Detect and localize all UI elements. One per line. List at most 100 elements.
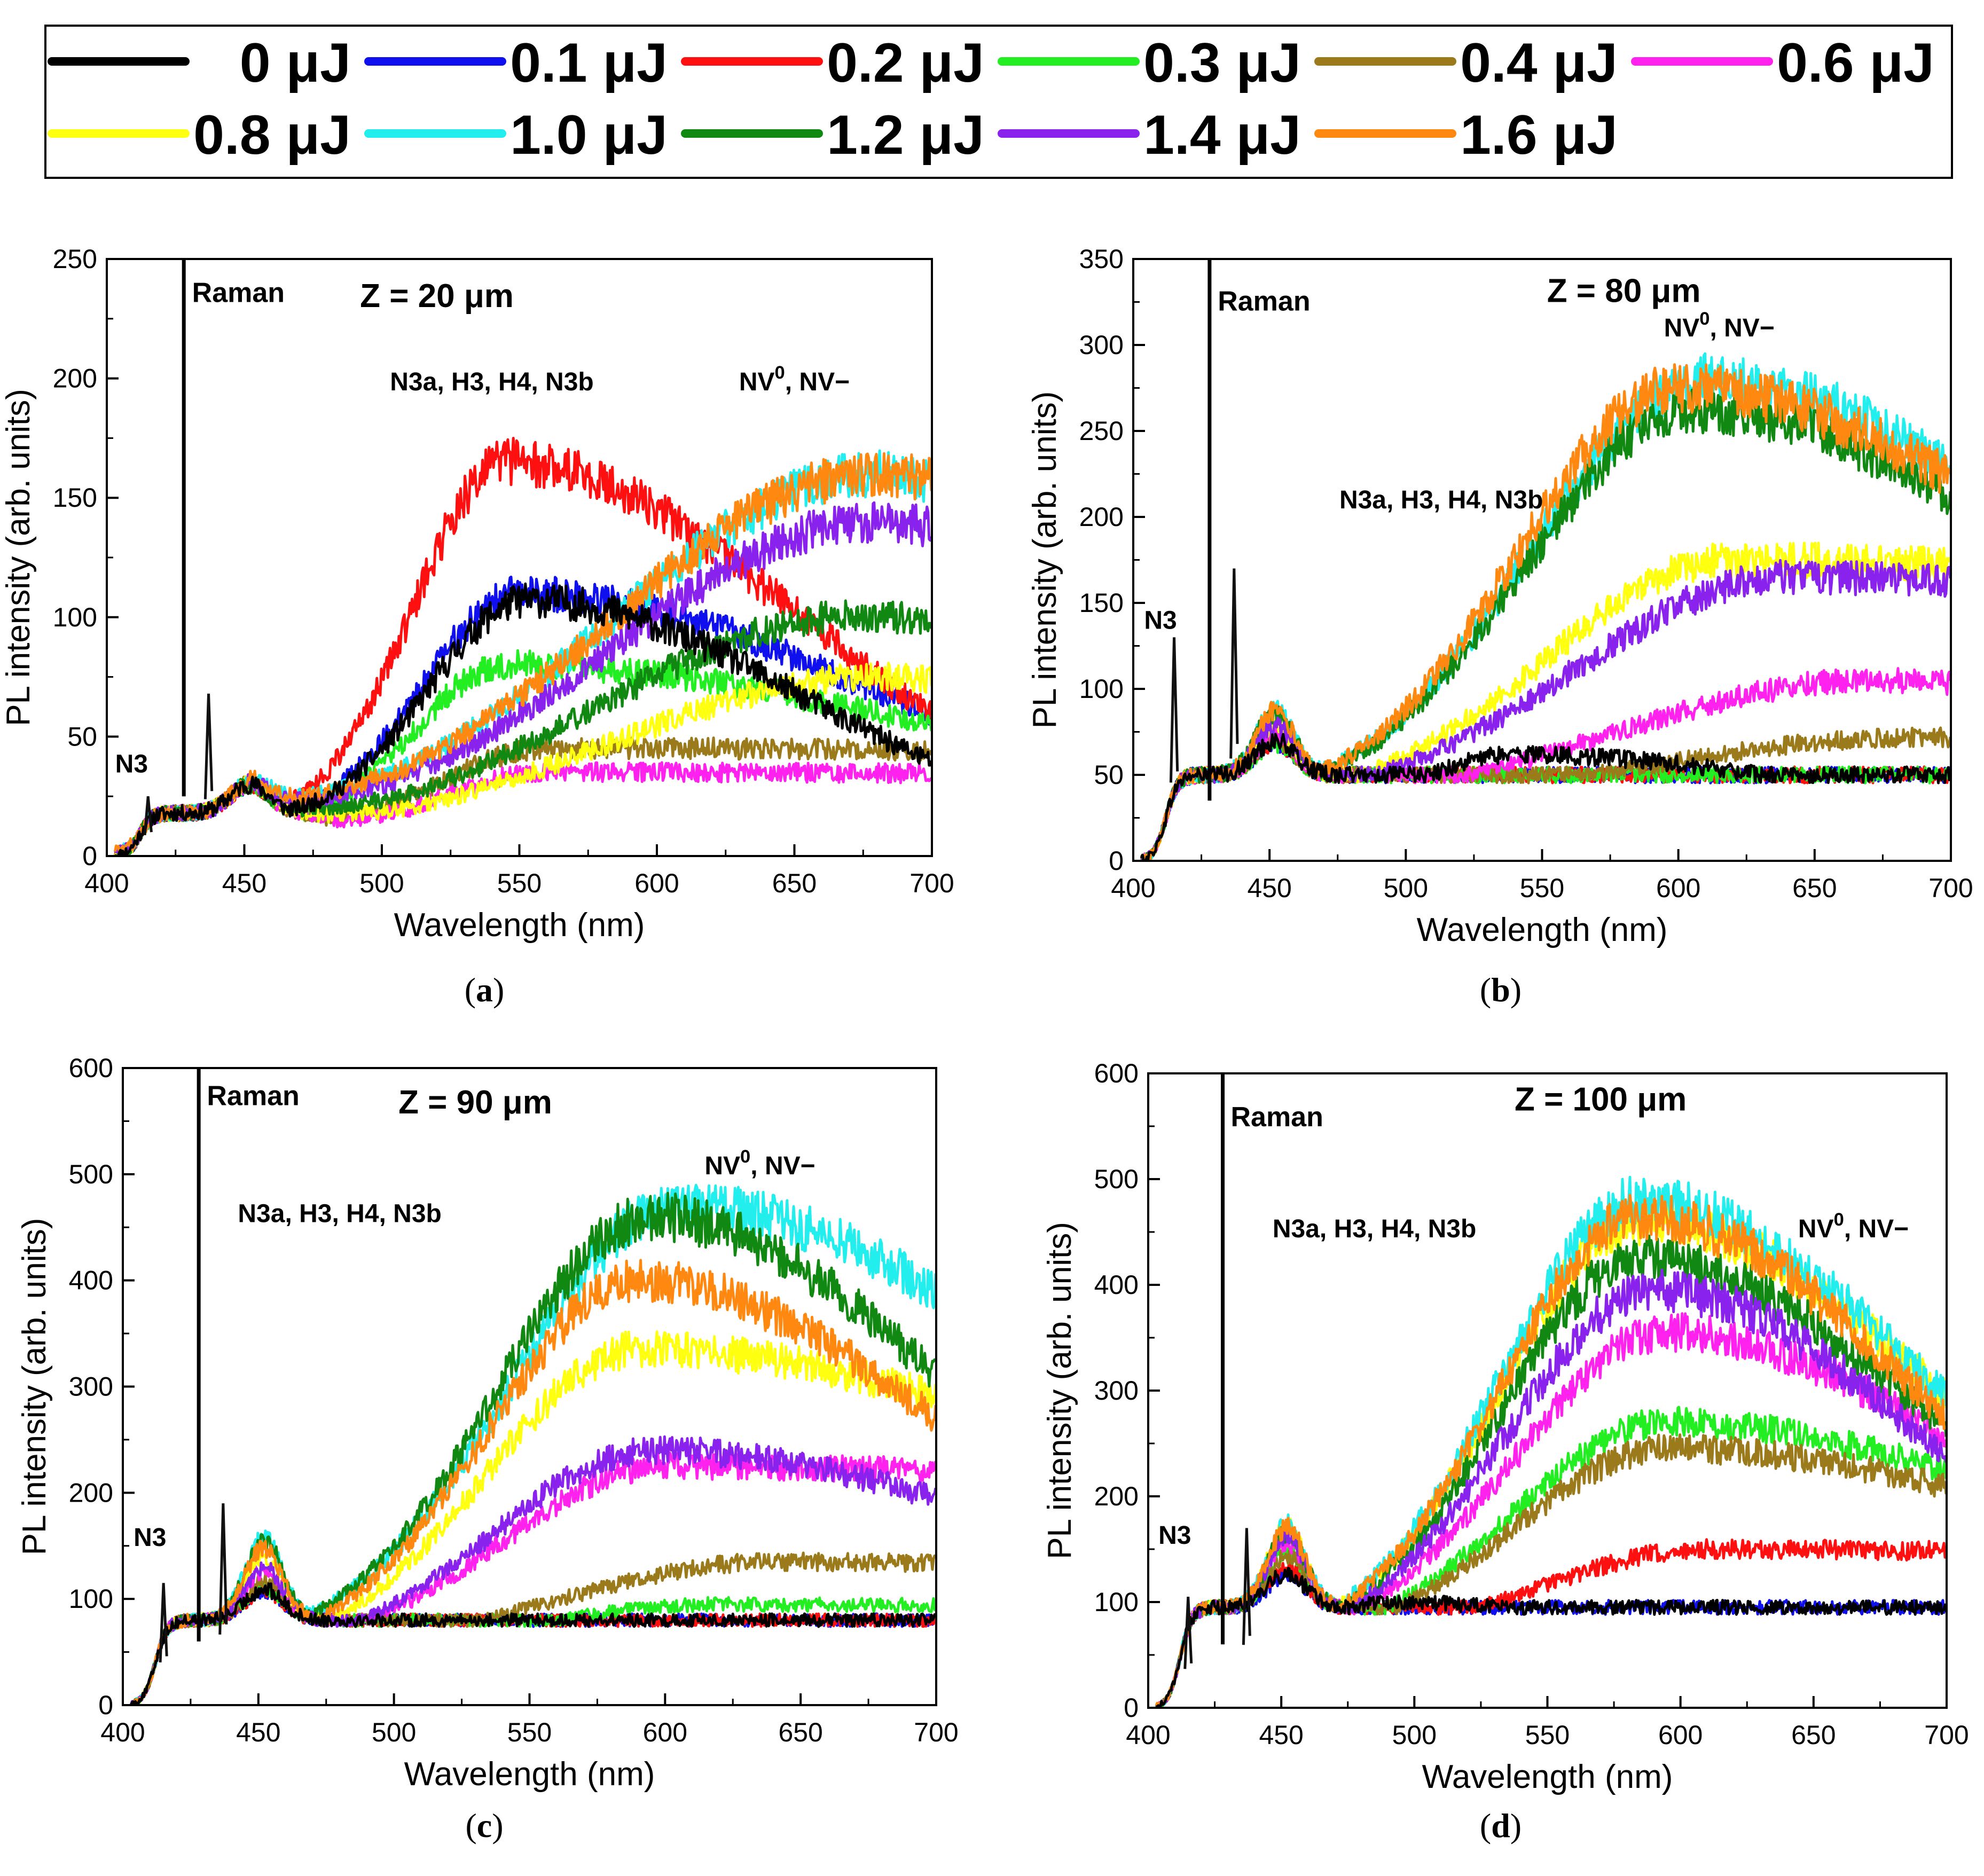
x-tick-label: 650 xyxy=(778,1717,822,1747)
x-tick-label: 500 xyxy=(372,1717,416,1747)
x-tick-label: 450 xyxy=(222,868,266,898)
legend-entry[interactable]: 1.6 μJ xyxy=(1314,104,1618,166)
legend: 0 μJ 0.1 μJ 0.2 μJ 0.3 μJ 0.4 μJ 0.6 μJ 0.8 μJ… xyxy=(44,25,1953,179)
x-axis-label: Wavelength (nm) xyxy=(1417,912,1668,948)
panel-label: (a) xyxy=(465,971,505,1009)
legend-frame xyxy=(44,25,1953,179)
x-axis-label: Wavelength (nm) xyxy=(394,907,645,944)
legend-label: 0.6 μJ xyxy=(1777,32,1934,94)
y-tick-label: 250 xyxy=(1079,416,1124,446)
legend-label: 1.0 μJ xyxy=(510,104,668,166)
legend-label: 0.4 μJ xyxy=(1460,32,1618,94)
peak-437 xyxy=(1242,1528,1251,1645)
series-line xyxy=(1140,733,1951,861)
legend-label: 0 μJ xyxy=(240,32,351,94)
legend-entry[interactable]: 1.2 μJ xyxy=(681,104,984,166)
annotation: Raman xyxy=(207,1081,299,1112)
x-tick-label: 650 xyxy=(1792,873,1837,903)
y-tick-label: 100 xyxy=(69,1584,113,1614)
chart-panel-d: 400 450 500 550 600 650 700 0 100 200 300 400 500 600… xyxy=(1041,1058,1969,1844)
legend-entry[interactable]: 0.1 μJ xyxy=(364,32,668,94)
x-tick-label: 600 xyxy=(1658,1720,1703,1750)
x-tick-label: 700 xyxy=(914,1717,958,1747)
series-line xyxy=(1140,559,1951,861)
legend-label: 0.2 μJ xyxy=(827,32,984,94)
panel-label: (c) xyxy=(465,1807,503,1844)
x-axis-label: Wavelength (nm) xyxy=(404,1756,655,1793)
legend-label: 1.2 μJ xyxy=(827,104,984,166)
x-tick-label: 500 xyxy=(1392,1720,1437,1750)
annotation-nv: NV0, NV− xyxy=(1664,309,1775,342)
x-tick-label: 700 xyxy=(1928,873,1973,903)
x-tick-label: 650 xyxy=(772,868,817,898)
y-axis-label: PL intensity (arb. units) xyxy=(1041,1222,1078,1559)
y-tick-label: 400 xyxy=(1094,1270,1139,1300)
y-tick-label: 350 xyxy=(1079,244,1124,274)
x-tick-label: 400 xyxy=(100,1717,145,1747)
chart-panel-b: 400 450 500 550 600 650 700 0 50 100 150 200 250 300 3… xyxy=(1026,244,1973,1009)
y-tick-label: 150 xyxy=(1079,588,1124,618)
y-tick-label: 0 xyxy=(1124,1693,1139,1723)
y-tick-label: 500 xyxy=(1094,1164,1139,1194)
series-group xyxy=(129,1068,936,1705)
legend-entry[interactable]: 0.8 μJ xyxy=(48,104,351,166)
legend-entry[interactable]: 0.3 μJ xyxy=(998,32,1301,94)
chart-panel-c: 400 450 500 550 600 650 700 0 100 200 300 400 500 600… xyxy=(16,1053,959,1844)
y-tick-label: 400 xyxy=(69,1266,113,1296)
y-tick-label: 300 xyxy=(69,1372,113,1402)
legend-entry[interactable]: 1.0 μJ xyxy=(364,104,668,166)
series-line xyxy=(1155,1194,1947,1706)
legend-entry[interactable]: 0.2 μJ xyxy=(681,32,984,94)
annotation-nv: NV0, NV− xyxy=(704,1147,815,1180)
series-line xyxy=(115,582,932,856)
peak-437 xyxy=(203,693,214,799)
x-tick-label: 550 xyxy=(1525,1720,1570,1750)
y-tick-label: 150 xyxy=(53,483,97,513)
x-tick-label: 450 xyxy=(1259,1720,1303,1750)
y-tick-label: 100 xyxy=(1079,674,1124,704)
series-line xyxy=(1156,1406,1947,1708)
chart-panel-a: 400 450 500 550 600 650 700 0 50 100 150 200 250 Wave… xyxy=(0,244,954,1009)
annotation-nv: NV0, NV− xyxy=(739,363,850,396)
annotation: N3 xyxy=(1144,606,1177,634)
x-tick-label: 600 xyxy=(634,868,679,898)
y-tick-label: 600 xyxy=(1094,1058,1139,1088)
x-tick-label: 600 xyxy=(643,1717,687,1747)
y-tick-label: 200 xyxy=(53,364,97,394)
y-tick-label: 300 xyxy=(1079,330,1124,360)
series-line xyxy=(1155,1433,1947,1707)
annotation: N3a, H3, H4, N3b xyxy=(238,1199,441,1228)
panel-label: (d) xyxy=(1480,1807,1522,1844)
y-tick-label: 200 xyxy=(69,1478,113,1508)
x-axis-label: Wavelength (nm) xyxy=(1422,1759,1673,1795)
legend-entry[interactable]: 0.6 μJ xyxy=(1631,32,1934,94)
x-tick-label: 400 xyxy=(1111,873,1155,903)
annotation: N3 xyxy=(134,1524,166,1552)
x-tick-label: 550 xyxy=(507,1717,552,1747)
y-tick-label: 0 xyxy=(82,841,97,871)
x-tick-label: 600 xyxy=(1656,873,1700,903)
x-tick-label: 550 xyxy=(497,868,542,898)
chart-title: Z = 100 μm xyxy=(1515,1081,1687,1118)
y-tick-label: 50 xyxy=(1094,760,1124,790)
series-line xyxy=(129,1435,936,1705)
annotation: N3 xyxy=(115,750,148,778)
legend-entry[interactable]: 0 μJ xyxy=(48,32,351,94)
annotation: Raman xyxy=(1230,1102,1323,1133)
peak-437 xyxy=(1229,568,1239,759)
x-tick-label: 450 xyxy=(236,1717,280,1747)
legend-entry[interactable]: 0.4 μJ xyxy=(1314,32,1618,94)
annotation-nv: NV0, NV− xyxy=(1798,1210,1909,1243)
y-tick-label: 200 xyxy=(1094,1481,1139,1511)
n3-peak xyxy=(1183,1596,1193,1669)
y-tick-label: 0 xyxy=(1109,846,1124,876)
series-line xyxy=(129,1582,936,1705)
series-line xyxy=(130,1259,936,1705)
legend-entry[interactable]: 1.4 μJ xyxy=(998,104,1301,166)
x-tick-label: 500 xyxy=(359,868,404,898)
x-tick-label: 400 xyxy=(84,868,129,898)
y-tick-label: 0 xyxy=(98,1690,113,1720)
y-tick-label: 100 xyxy=(1094,1587,1139,1617)
chart-title: Z = 20 μm xyxy=(360,278,514,315)
